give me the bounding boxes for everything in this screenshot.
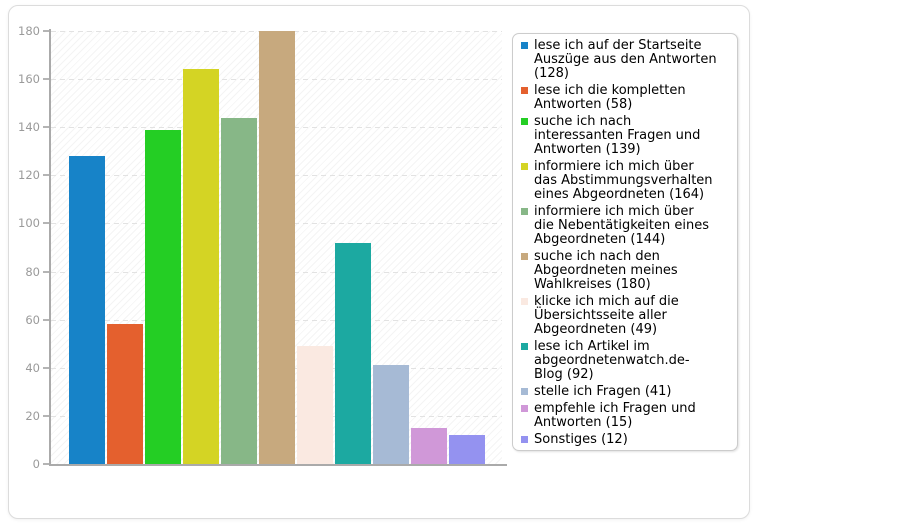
legend-item: informiere ich mich über die Nebentätigk… <box>521 205 729 247</box>
legend-swatch <box>521 163 528 170</box>
legend-swatch <box>521 253 528 260</box>
legend-item: klicke ich mich auf die Übersichtsseite … <box>521 295 729 337</box>
bar <box>106 324 143 464</box>
legend-item: informiere ich mich über das Abstimmungs… <box>521 160 729 202</box>
x-axis-line <box>49 464 507 466</box>
legend-item: suche ich nach den Abgeordneten meines W… <box>521 250 729 292</box>
bar <box>372 365 409 464</box>
legend-label: suche ich nach interessanten Fragen und … <box>534 114 701 157</box>
y-tick <box>43 367 50 369</box>
bar <box>334 243 371 464</box>
y-tick <box>43 319 50 321</box>
y-tick-label: 20 <box>25 409 40 423</box>
y-tick-label: 0 <box>32 457 40 471</box>
y-tick <box>43 78 50 80</box>
y-tick <box>43 271 50 273</box>
legend-swatch <box>521 42 528 49</box>
y-tick-label: 160 <box>18 72 40 86</box>
legend: lese ich auf der Startseite Auszüge aus … <box>512 33 738 451</box>
y-tick-label: 140 <box>18 120 40 134</box>
legend-item: empfehle ich Fragen und Antworten (15) <box>521 402 729 430</box>
y-tick-label: 100 <box>18 216 40 230</box>
legend-swatch <box>521 298 528 305</box>
y-tick <box>43 222 50 224</box>
legend-swatch <box>521 118 528 125</box>
chart-panel: 0 20 40 60 80 100 120 140 160 180 lese ich auf de… <box>8 5 750 519</box>
legend-label: empfehle ich Fragen und Antworten (15) <box>534 401 696 430</box>
legend-swatch <box>521 405 528 412</box>
y-tick <box>43 126 50 128</box>
legend-label: klicke ich mich auf die Übersichtsseite … <box>534 294 679 337</box>
legend-swatch <box>521 388 528 395</box>
legend-item: lese ich die kompletten Antworten (58) <box>521 84 729 112</box>
bar-series <box>51 31 502 464</box>
legend-label: stelle ich Fragen (41) <box>534 384 672 399</box>
bar <box>258 31 295 464</box>
legend-label: lese ich Artikel im abgeordnetenwatch.de… <box>534 339 690 382</box>
legend-label: suche ich nach den Abgeordneten meines W… <box>534 249 678 292</box>
bar <box>296 346 333 464</box>
y-tick-label: 80 <box>25 265 40 279</box>
legend-swatch <box>521 436 528 443</box>
y-axis-line <box>49 29 51 466</box>
legend-label: informiere ich mich über die Nebentätigk… <box>534 204 709 247</box>
legend-swatch <box>521 87 528 94</box>
legend-swatch <box>521 343 528 350</box>
bar <box>220 118 257 464</box>
legend-label: lese ich die kompletten Antworten (58) <box>534 83 686 112</box>
y-tick-label: 60 <box>25 313 40 327</box>
y-tick-label: 180 <box>18 24 40 38</box>
y-tick <box>43 415 50 417</box>
bar <box>68 156 105 464</box>
legend-label: informiere ich mich über das Abstimmungs… <box>534 159 713 202</box>
bar <box>448 435 485 464</box>
legend-item: Sonstiges (12) <box>521 433 729 447</box>
y-tick <box>43 30 50 32</box>
y-tick <box>43 463 50 465</box>
legend-label: lese ich auf der Startseite Auszüge aus … <box>534 38 717 81</box>
legend-items: lese ich auf der Startseite Auszüge aus … <box>521 39 729 447</box>
legend-swatch <box>521 208 528 215</box>
y-tick-label: 40 <box>25 361 40 375</box>
bar <box>144 130 181 464</box>
y-tick <box>43 174 50 176</box>
legend-item: stelle ich Fragen (41) <box>521 385 729 399</box>
legend-label: Sonstiges (12) <box>534 432 628 447</box>
legend-item: suche ich nach interessanten Fragen und … <box>521 115 729 157</box>
y-tick-label: 120 <box>18 168 40 182</box>
bar <box>410 428 447 464</box>
bar <box>182 69 219 464</box>
legend-item: lese ich Artikel im abgeordnetenwatch.de… <box>521 340 729 382</box>
legend-item: lese ich auf der Startseite Auszüge aus … <box>521 39 729 81</box>
